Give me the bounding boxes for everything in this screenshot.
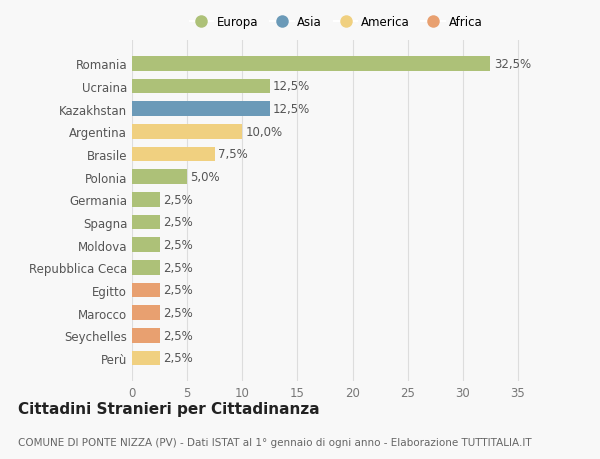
Text: 7,5%: 7,5% xyxy=(218,148,248,161)
Bar xyxy=(132,260,160,275)
Bar xyxy=(132,283,160,298)
Bar xyxy=(132,215,160,230)
Text: 5,0%: 5,0% xyxy=(190,171,220,184)
Text: 2,5%: 2,5% xyxy=(163,329,193,342)
Text: 2,5%: 2,5% xyxy=(163,216,193,229)
Text: 10,0%: 10,0% xyxy=(245,125,283,139)
Bar xyxy=(132,57,490,72)
Text: 32,5%: 32,5% xyxy=(494,58,531,71)
Bar xyxy=(132,124,242,140)
Bar xyxy=(132,79,270,94)
Text: 2,5%: 2,5% xyxy=(163,284,193,297)
Bar xyxy=(132,328,160,343)
Text: Cittadini Stranieri per Cittadinanza: Cittadini Stranieri per Cittadinanza xyxy=(18,401,320,416)
Bar xyxy=(132,147,215,162)
Bar xyxy=(132,306,160,320)
Text: 2,5%: 2,5% xyxy=(163,261,193,274)
Text: 12,5%: 12,5% xyxy=(273,103,310,116)
Text: 2,5%: 2,5% xyxy=(163,239,193,252)
Text: COMUNE DI PONTE NIZZA (PV) - Dati ISTAT al 1° gennaio di ogni anno - Elaborazion: COMUNE DI PONTE NIZZA (PV) - Dati ISTAT … xyxy=(18,437,532,447)
Text: 2,5%: 2,5% xyxy=(163,352,193,364)
Bar xyxy=(132,192,160,207)
Bar xyxy=(132,170,187,185)
Bar xyxy=(132,238,160,252)
Text: 12,5%: 12,5% xyxy=(273,80,310,93)
Bar xyxy=(132,351,160,365)
Text: 2,5%: 2,5% xyxy=(163,193,193,206)
Legend: Europa, Asia, America, Africa: Europa, Asia, America, Africa xyxy=(190,16,482,28)
Bar xyxy=(132,102,270,117)
Text: 2,5%: 2,5% xyxy=(163,307,193,319)
